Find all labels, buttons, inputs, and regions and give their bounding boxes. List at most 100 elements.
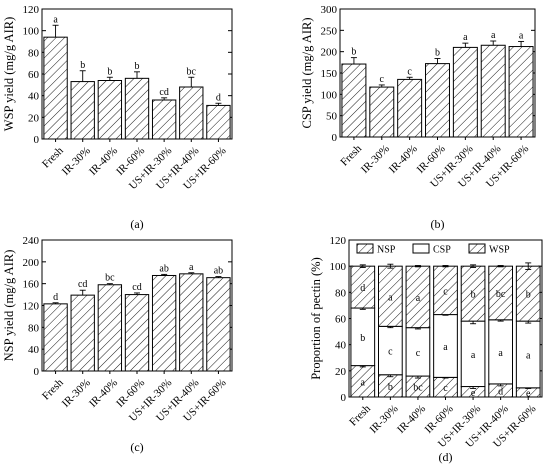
- significance-letter: d: [360, 283, 365, 294]
- bar: [206, 104, 231, 140]
- significance-letter: c: [443, 286, 448, 297]
- bar: [425, 63, 450, 138]
- legend-swatch-csp: [412, 243, 430, 254]
- legend-label-csp: CSP: [433, 245, 451, 256]
- y-tick-label: 50: [326, 111, 338, 123]
- x-tick-label: IR-40%: [387, 143, 420, 176]
- bar: [508, 46, 534, 138]
- y-tick-label: 20: [335, 366, 347, 378]
- chart-panel-d: 020406080100120FreshIR-30%IR-40%IR-60%US…: [309, 235, 543, 464]
- bar: [151, 99, 177, 140]
- significance-letter: b: [80, 60, 85, 71]
- y-axis-label: Proportion of pectin (%): [309, 257, 323, 380]
- significance-letter: b: [471, 290, 476, 301]
- significance-letter: a: [463, 32, 468, 43]
- y-tick-label: 240: [23, 235, 40, 247]
- significance-letter: cd: [159, 87, 168, 98]
- significance-letter: c: [380, 74, 385, 85]
- y-tick-label: 120: [23, 4, 40, 16]
- significance-letter: b: [360, 333, 365, 344]
- significance-letter: a: [388, 292, 393, 303]
- y-tick-label: 250: [321, 25, 338, 37]
- y-tick-label: 80: [28, 322, 40, 334]
- significance-letter: e: [471, 388, 476, 399]
- bar: [480, 44, 506, 138]
- x-tick-label: IR-30%: [60, 377, 93, 410]
- y-tick-label: 40: [28, 344, 40, 356]
- y-tick-label: 100: [330, 261, 347, 273]
- significance-letter: a: [53, 14, 58, 25]
- x-tick-label: IR-40%: [395, 403, 428, 436]
- bar: [70, 81, 95, 140]
- significance-letter: a: [361, 377, 366, 388]
- significance-letter: bc: [413, 383, 423, 394]
- significance-letter: a: [519, 30, 524, 41]
- y-tick-label: 40: [28, 91, 40, 103]
- bar: [151, 274, 177, 372]
- significance-letter: b: [388, 382, 393, 393]
- y-tick-label: 200: [23, 257, 40, 269]
- significance-letter: a: [471, 350, 476, 361]
- significance-letter: b: [351, 47, 356, 58]
- y-tick-label: 160: [23, 279, 40, 291]
- y-tick-label: 0: [34, 134, 40, 146]
- significance-letter: a: [416, 293, 421, 304]
- x-tick-label: IR-30%: [367, 403, 400, 436]
- legend-swatch-nsp: [356, 243, 374, 254]
- significance-letter: ab: [214, 266, 223, 277]
- bar: [124, 294, 150, 372]
- bar: [369, 86, 395, 138]
- x-tick-label: IR-40%: [87, 377, 120, 410]
- bar: [452, 46, 478, 138]
- y-tick-label: 40: [335, 340, 347, 352]
- y-tick-label: 60: [28, 69, 40, 81]
- y-tick-label: 80: [335, 287, 347, 299]
- y-tick-label: 0: [34, 366, 40, 378]
- panel-caption: (c): [130, 440, 143, 454]
- bar: [70, 294, 95, 372]
- bar: [97, 80, 123, 140]
- y-tick-label: 100: [23, 26, 40, 38]
- bar: [179, 273, 204, 372]
- chart-panel-b: 050100150200250300FreshIR-30%IR-40%IR-60…: [300, 4, 536, 231]
- bar: [206, 277, 231, 372]
- significance-letter: bc: [187, 66, 197, 77]
- legend-label-nsp: NSP: [377, 245, 396, 256]
- y-axis-label: NSP yield (mg/g AIR): [2, 250, 16, 362]
- y-axis-label: WSP yield (mg/g AIR): [2, 17, 16, 131]
- significance-letter: d: [498, 386, 503, 397]
- significance-letter: cd: [78, 279, 87, 290]
- bar: [397, 78, 423, 138]
- significance-letter: c: [416, 348, 421, 359]
- legend-label-wsp: WSP: [489, 245, 510, 256]
- x-tick-label: IR-30%: [60, 145, 93, 178]
- significance-letter: c: [407, 66, 412, 77]
- bar: [124, 77, 150, 140]
- significance-letter: ab: [159, 263, 168, 274]
- bar: [43, 303, 68, 372]
- significance-letter: b: [107, 66, 112, 77]
- y-tick-label: 100: [321, 89, 338, 101]
- significance-letter: b: [135, 61, 140, 72]
- significance-letter: bc: [496, 289, 506, 300]
- significance-letter: a: [498, 348, 503, 359]
- y-tick-label: 60: [335, 314, 347, 326]
- significance-letter: c: [443, 383, 448, 394]
- y-tick-label: 300: [321, 4, 338, 16]
- significance-letter: d: [216, 92, 221, 103]
- y-tick-label: 0: [332, 132, 338, 144]
- panel-caption: (d): [439, 450, 453, 464]
- significance-letter: cd: [132, 282, 141, 293]
- significance-letter: e: [526, 388, 531, 399]
- y-axis-label: CSP yield (mg/g AIR): [300, 17, 314, 128]
- chart-panel-a: 020406080100120FreshIR-30%IR-40%IR-60%US…: [2, 4, 233, 231]
- significance-letter: b: [435, 47, 440, 58]
- significance-letter: a: [491, 30, 496, 41]
- significance-letter: b: [526, 290, 531, 301]
- significance-letter: c: [388, 347, 393, 358]
- y-tick-label: 150: [321, 68, 338, 80]
- panel-caption: (a): [130, 217, 143, 231]
- legend-swatch-wsp: [468, 243, 486, 254]
- y-tick-label: 120: [23, 301, 40, 313]
